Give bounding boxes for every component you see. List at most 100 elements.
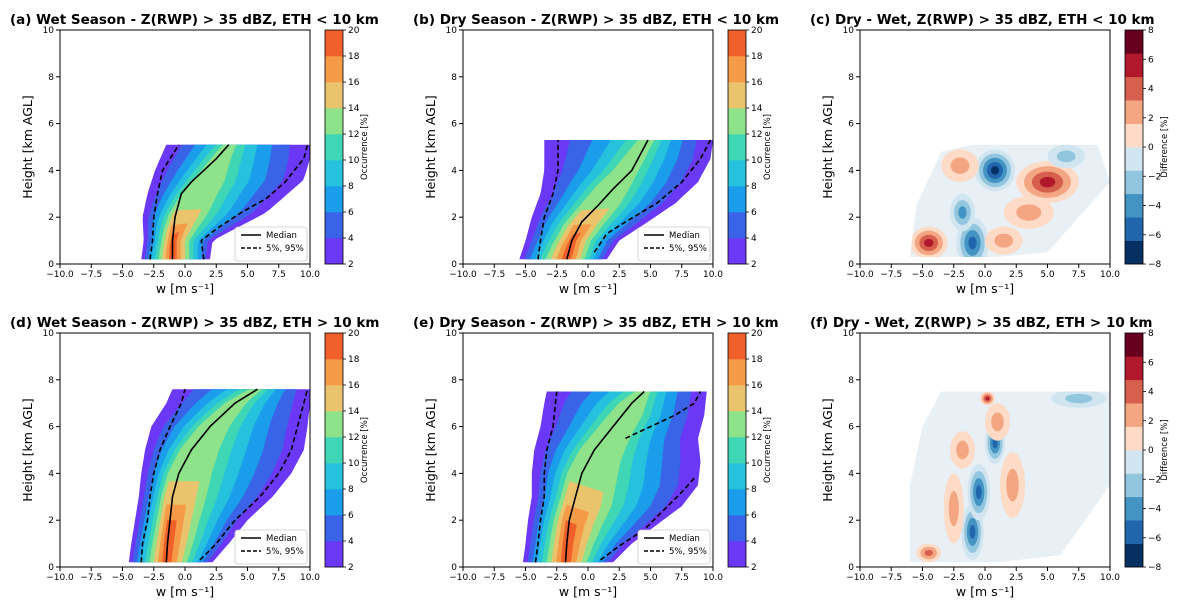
colorbar-tick-label: −4 [1148, 505, 1162, 515]
difference-blob [985, 396, 990, 401]
x-tick-label: 2.5 [612, 573, 626, 583]
y-tick-label: 0 [848, 563, 854, 573]
y-tick-label: 0 [451, 260, 457, 270]
colorbar-tick-label: 8 [348, 182, 354, 192]
y-tick-label: 8 [848, 73, 854, 83]
p95-line [200, 144, 309, 260]
x-tick-label: −5.0 [515, 573, 537, 583]
x-tick-label: 10.0 [1100, 270, 1120, 280]
y-axis-label: Height [km AGL] [423, 95, 438, 198]
colorbar-segment [728, 463, 746, 490]
difference-blob [958, 206, 967, 219]
colorbar-segment [325, 489, 343, 516]
legend-label: Median [266, 231, 297, 241]
colorbar-segment [1125, 76, 1143, 101]
x-tick-label: 5.0 [240, 270, 255, 280]
y-tick-label: 0 [48, 260, 54, 270]
y-tick-label: 8 [48, 73, 54, 83]
colorbar-segment [1125, 473, 1143, 498]
legend-label: 5%, 95% [669, 244, 707, 254]
colorbar-segment [325, 108, 343, 135]
y-tick-label: 0 [48, 563, 54, 573]
colorbar-segment [728, 359, 746, 386]
panel-title: (a) Wet Season - Z(RWP) > 35 dBZ, ETH < … [10, 12, 379, 28]
x-tick-label: 2.5 [209, 573, 223, 583]
colorbar-label: Occurrence [%] [360, 114, 370, 180]
x-axis-label: w [m s⁻¹] [956, 584, 1014, 599]
colorbar-segment [1125, 496, 1143, 521]
colorbar-segment [325, 437, 343, 464]
legend-label: Median [669, 231, 700, 241]
colorbar-tick-label: −8 [1148, 563, 1162, 573]
difference-blob [948, 490, 959, 527]
colorbar-segment [325, 333, 343, 360]
x-tick-label: 5.0 [1040, 270, 1055, 280]
colorbar-tick-label: 6 [751, 208, 757, 218]
difference-blob [975, 485, 982, 500]
x-tick-label: −2.5 [546, 270, 568, 280]
colorbar-segment [1125, 450, 1143, 474]
median-line [171, 144, 230, 260]
y-tick-label: 2 [848, 516, 854, 526]
x-tick-label: 7.5 [272, 270, 286, 280]
y-tick-label: 6 [451, 120, 457, 130]
panel-title: (d) Wet Season - Z(RWP) > 35 dBZ, ETH > … [10, 315, 379, 331]
colorbar-tick-label: 10 [348, 459, 360, 469]
y-axis-label: Height [km AGL] [20, 398, 35, 501]
colorbar-frame [324, 332, 344, 568]
x-tick-label: 10.0 [1100, 573, 1120, 583]
colorbar-segment [325, 30, 343, 57]
y-tick-label: 6 [848, 423, 854, 433]
y-tick-label: 4 [451, 469, 457, 479]
colorbar-tick-label: 6 [348, 208, 354, 218]
difference-blob [1056, 150, 1076, 163]
y-tick-label: 4 [48, 166, 54, 176]
y-tick-label: 4 [848, 469, 854, 479]
x-tick-label: 10.0 [300, 573, 320, 583]
colorbar-segment [325, 212, 343, 239]
colorbar-segment [1125, 426, 1143, 451]
colorbar-segment [1125, 30, 1143, 54]
colorbar-tick-label: 2 [348, 563, 354, 573]
colorbar-segment [728, 411, 746, 438]
colorbar-label: Occurrence [%] [763, 114, 773, 180]
colorbar-segment [325, 541, 343, 568]
colorbar-segment [1125, 333, 1143, 357]
colorbar-tick-label: 8 [751, 182, 757, 192]
difference-blob [991, 166, 999, 175]
x-tick-label: −7.5 [880, 573, 902, 583]
difference-blob [924, 238, 934, 248]
colorbar-tick-label: 10 [751, 459, 763, 469]
x-tick-label: −5.0 [912, 270, 934, 280]
difference-blob [956, 440, 969, 460]
colorbar-label: Occurrence [%] [763, 417, 773, 483]
legend-label: 5%, 95% [266, 547, 304, 557]
panel-title: (b) Dry Season - Z(RWP) > 35 dBZ, ETH < … [413, 12, 779, 28]
p95-line [593, 139, 712, 253]
colorbar-tick-label: 2 [348, 260, 354, 270]
colorbar-tick-label: −6 [1148, 534, 1162, 544]
p95-line [600, 477, 695, 561]
contour-level [162, 520, 177, 563]
colorbar-label: Difference [%] [1160, 419, 1170, 480]
colorbar-segment [1125, 356, 1143, 381]
x-axis-label: w [m s⁻¹] [956, 281, 1014, 296]
colorbar-segment [728, 333, 746, 360]
colorbar-tick-label: 8 [1148, 329, 1154, 339]
colorbar-segment [1125, 520, 1143, 544]
colorbar-segment [325, 82, 343, 109]
colorbar-segment [728, 56, 746, 83]
y-tick-label: 4 [48, 469, 54, 479]
colorbar-tick-label: 2 [1148, 417, 1154, 427]
colorbar-tick-label: 4 [751, 234, 757, 244]
colorbar-segment [325, 411, 343, 438]
y-tick-label: 10 [843, 26, 855, 36]
colorbar-segment [728, 515, 746, 542]
colorbar-segment [1125, 240, 1143, 265]
colorbar-segment [728, 212, 746, 239]
x-tick-label: −10.0 [846, 270, 874, 280]
p5-line [149, 144, 180, 260]
y-tick-label: 0 [451, 563, 457, 573]
difference-blob [1006, 468, 1019, 502]
